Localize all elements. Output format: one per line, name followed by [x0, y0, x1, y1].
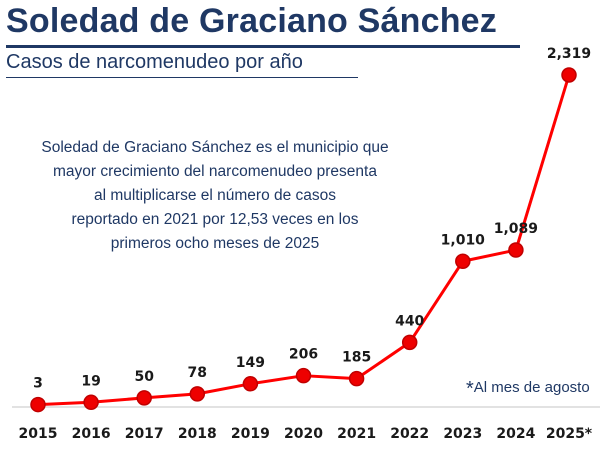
data-point-2018: [189, 386, 206, 402]
data-label-2016: 19: [81, 373, 100, 389]
x-tick-label-2025*: 2025*: [546, 426, 593, 442]
x-tick-label-2020: 2020: [284, 426, 323, 442]
x-tick-label-2015: 2015: [19, 426, 58, 442]
subtitle-underline: [6, 77, 358, 78]
data-labels: 3 19 50 78 149 206 185 440 1,010 1,089 2,319: [33, 46, 591, 392]
chart-subtitle: Casos de narcomenudeo por año: [6, 51, 303, 73]
data-label-2025*: 2,319: [547, 46, 591, 62]
data-point-2019: [242, 376, 259, 392]
annotation-text: Soledad de Graciano Sánchez es el munici…: [10, 136, 420, 256]
x-tick-label-2024: 2024: [496, 426, 535, 442]
data-label-2023: 1,010: [441, 232, 486, 248]
data-label-2020: 206: [289, 347, 318, 363]
footnote-text: Al mes de agosto: [473, 379, 590, 396]
data-point-2025*: [561, 67, 577, 83]
title-underline: [6, 45, 520, 48]
footnote: *Al mes de agosto: [466, 378, 590, 401]
annotation-line: Soledad de Graciano Sánchez es el munici…: [41, 139, 389, 156]
data-markers: [30, 67, 577, 413]
chart-title: Soledad de Graciano Sánchez: [6, 2, 497, 40]
x-tick-label-2019: 2019: [231, 426, 270, 442]
x-tick-label-2023: 2023: [443, 426, 482, 442]
annotation-line: al multiplicarse el número de casos: [93, 187, 337, 204]
data-label-2024: 1,089: [494, 221, 538, 237]
annotation-line: reportado en 2021 por 12,53 veces en los: [71, 211, 359, 228]
data-label-2019: 149: [236, 355, 265, 371]
annotation-line: primeros ocho meses de 2025: [110, 235, 320, 252]
data-label-2018: 78: [188, 365, 207, 381]
data-point-2021: [348, 370, 365, 387]
data-point-2022: [401, 334, 418, 351]
annotation-line: mayor crecimiento del narcomenudeo prese…: [53, 163, 377, 180]
x-tick-label-2021: 2021: [337, 426, 376, 442]
x-tick-labels: 2015 2016 2017 2018 2019 2020 2021 2022 2023 2024…: [19, 426, 593, 442]
data-label-2017: 50: [134, 369, 154, 385]
x-tick-label-2018: 2018: [178, 426, 217, 442]
data-point-2023: [455, 253, 471, 270]
data-point-2016: [83, 394, 99, 411]
data-label-2021: 185: [342, 350, 371, 366]
data-point-2020: [295, 367, 312, 384]
data-point-2024: [508, 242, 524, 258]
data-point-2015: [30, 396, 46, 413]
x-tick-label-2016: 2016: [72, 426, 111, 442]
x-tick-label-2022: 2022: [390, 426, 429, 442]
x-tick-label-2017: 2017: [125, 426, 164, 442]
footnote-asterisk: *: [466, 378, 474, 400]
data-label-2015: 3: [33, 376, 43, 392]
data-label-2022: 440: [395, 313, 424, 329]
data-point-2017: [136, 390, 152, 406]
